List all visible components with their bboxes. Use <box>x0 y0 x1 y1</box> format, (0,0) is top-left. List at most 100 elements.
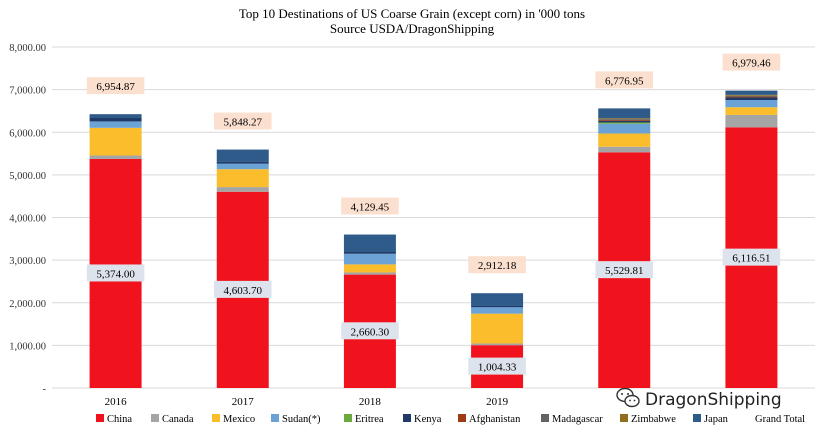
bar-segment-mexico <box>725 107 778 115</box>
legend-label: Kenya <box>414 414 442 425</box>
bar-segment-japan <box>471 293 524 306</box>
legend-swatch <box>212 414 220 422</box>
x-tick-label: 2017 <box>232 396 255 408</box>
chart-title: Top 10 Destinations of US Coarse Grain (… <box>239 6 585 21</box>
data-labels: 5,374.00 6,954.87 4,603.70 5,848.27 2,660.30… <box>86 53 781 375</box>
watermark: DragonShipping <box>616 387 782 410</box>
bar-segment-mexico <box>89 127 142 156</box>
legend-swatch <box>96 414 104 422</box>
x-tick-label: 2019 <box>486 396 509 408</box>
y-tick-label: 4,000.00 <box>9 214 46 225</box>
legend-swatch <box>344 414 352 422</box>
bar-segment-madagascar <box>725 95 778 97</box>
grand-total-label-box <box>595 71 654 89</box>
bar-segment-kenya <box>343 252 396 254</box>
legend-label: Madagascar <box>552 414 603 425</box>
y-tick-label: 1,000.00 <box>9 341 46 352</box>
china-label-box <box>468 357 526 375</box>
bar-segment-kenya <box>216 161 269 164</box>
bar-segment-mexico <box>216 169 269 188</box>
bar-segment-madagascar <box>598 119 651 120</box>
bar-segment-sudan <box>216 163 269 170</box>
china-value-label: 1,004.33 <box>478 362 517 374</box>
grand-total-label: 6,979.46 <box>732 58 771 70</box>
y-tick-label: 3,000.00 <box>9 256 46 267</box>
bar-segment-japan <box>343 234 396 253</box>
bar-segment-japan <box>725 90 778 95</box>
china-label-box <box>341 322 399 340</box>
china-value-label: 5,529.81 <box>605 265 644 277</box>
gridlines <box>52 46 815 389</box>
legend-label: Eritrea <box>355 414 384 425</box>
china-value-label: 6,116.51 <box>732 253 770 265</box>
legend-swatch <box>458 414 466 422</box>
x-axis-ticks: 2016 2017 2018 2019 <box>105 396 509 408</box>
legend-swatch <box>403 414 411 422</box>
watermark-text: DragonShipping <box>645 390 782 410</box>
bar-segment-zimbabwe <box>725 94 778 96</box>
x-tick-label: 2018 <box>359 396 382 408</box>
grand-total-label-box <box>341 197 399 215</box>
grand-total-label-box <box>213 112 272 130</box>
legend-label: China <box>107 414 132 425</box>
legend-swatch <box>693 414 701 422</box>
grand-total-label: 6,776.95 <box>605 75 644 87</box>
grand-total-label: 4,129.45 <box>351 202 390 214</box>
grand-total-label-box <box>86 77 145 95</box>
grand-total-label: 2,912.18 <box>478 260 517 272</box>
y-axis-ticks: - 1,000.00 2,000.00 3,000.00 4,000.00 5,000.0… <box>9 43 46 395</box>
legend: China Canada Mexico Sudan(*) Eritrea Kenya Afg… <box>96 414 805 425</box>
china-label-box <box>86 264 145 282</box>
grand-total-label: 5,848.27 <box>224 117 263 129</box>
y-tick-label: 7,000.00 <box>9 86 46 97</box>
y-tick-label: 8,000.00 <box>9 43 46 54</box>
bar-segment-afghanistan <box>725 96 778 98</box>
bar-segment-canada <box>725 114 778 128</box>
bar-segment-sudan <box>598 123 651 134</box>
legend-label: Canada <box>162 414 194 425</box>
bar-segment-kenya <box>725 97 778 101</box>
legend-swatch <box>271 414 279 422</box>
y-tick-label: 2,000.00 <box>9 299 46 310</box>
bar-segment-mexico <box>598 133 651 147</box>
x-tick-label: 2016 <box>105 396 128 408</box>
china-label-box <box>722 248 781 266</box>
bar-segment-canada <box>471 343 524 346</box>
bar-segment-canada <box>89 155 142 159</box>
china-value-label: 4,603.70 <box>224 285 263 297</box>
chart-subtitle: Source USDA/DragonShipping <box>330 21 495 36</box>
bar-segment-afghanistan <box>598 119 651 121</box>
bar-segment-canada <box>343 272 396 275</box>
bar-segment-sudan <box>89 121 142 128</box>
legend-label: Afghanistan <box>469 414 521 425</box>
bar-segment-japan <box>216 149 269 162</box>
china-value-label: 5,374.00 <box>96 268 135 280</box>
bar-segment-sudan <box>343 253 396 265</box>
legend-label: Zimbabwe <box>631 414 676 425</box>
bars <box>89 90 778 389</box>
china-value-label: 2,660.30 <box>351 326 390 338</box>
grand-total-label-box <box>722 53 781 71</box>
y-tick-label: - <box>43 384 47 395</box>
y-tick-label: 5,000.00 <box>9 171 46 182</box>
bar-segment-japan <box>89 114 142 119</box>
legend-swatch <box>620 414 628 422</box>
bar-segment-kenya <box>598 120 651 123</box>
china-label-box <box>213 280 272 298</box>
legend-label: Grand Total <box>755 414 805 425</box>
bar-segment-sudan <box>725 100 778 108</box>
bar-segment-canada <box>216 187 269 192</box>
legend-swatch <box>541 414 549 422</box>
bar-segment-eritrea <box>598 122 651 124</box>
bar-segment-kenya <box>471 305 524 308</box>
bar-segment-canada <box>598 146 651 153</box>
bar-segment-zimbabwe <box>598 118 651 120</box>
bar-segment-mexico <box>471 313 524 344</box>
bar-segment-mexico <box>343 264 396 273</box>
grand-total-label-box <box>468 256 526 274</box>
bar-segment-sudan <box>471 307 524 314</box>
legend-label: Mexico <box>223 414 255 425</box>
bar-segment-kenya <box>89 118 142 122</box>
legend-swatch <box>151 414 159 422</box>
